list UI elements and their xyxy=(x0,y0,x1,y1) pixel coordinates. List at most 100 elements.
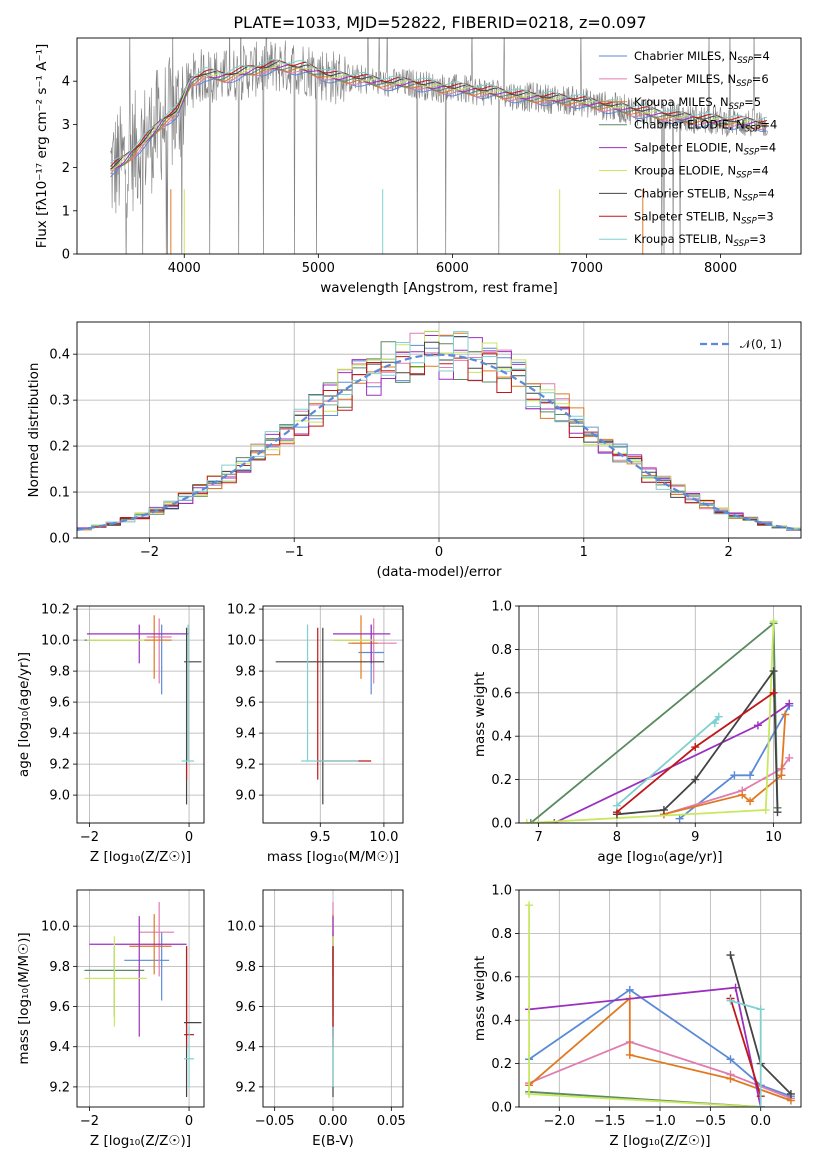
weight-line-kroupa-stelib xyxy=(730,999,762,1107)
weight-marker xyxy=(769,688,778,697)
weight-marker xyxy=(710,719,719,728)
y-tick-label: 0 xyxy=(62,248,70,263)
y-tick-label: 9.6 xyxy=(49,1000,70,1015)
x-tick-label: 7000 xyxy=(570,261,603,276)
mass-weight-vs-age-xlabel: age [log₁₀(age/yr)] xyxy=(597,849,722,865)
age-vs-mass-axes: 9.5 10.0 9.0 9.2 9.4 9.6 9.8 10.0 10.2 mass [log₁… xyxy=(227,603,404,865)
mass-weight-vs-Z-ylabel: mass weight xyxy=(472,956,488,1041)
y-tick-label: 10.2 xyxy=(41,603,70,618)
weight-marker xyxy=(753,721,762,730)
weight-line-chabrier-elodie xyxy=(530,621,779,823)
mass-weight-vs-Z-plot-area xyxy=(525,901,795,1107)
x-tick-label: 0.00 xyxy=(319,1114,348,1129)
weight-marker xyxy=(756,1005,765,1014)
x-tick-label: 0 xyxy=(185,1114,193,1129)
mass-weight-vs-age-plot-area xyxy=(522,617,794,823)
x-tick-label: 0.0 xyxy=(750,1114,771,1129)
x-tick-label: −0.05 xyxy=(255,1114,295,1129)
y-tick-label: 10.2 xyxy=(227,603,256,618)
x-tick-label: 10 xyxy=(765,830,782,845)
y-tick-label: 0.2 xyxy=(491,1057,512,1072)
weight-marker xyxy=(777,771,786,780)
mass-weight-vs-age-axes: 7 8 9 10 0.0 0.2 0.4 0.6 0.8 1.0 age [log₁₀(age/yr… xyxy=(472,600,802,865)
residuals-xlabel: (data-model)/error xyxy=(376,564,502,580)
weight-marker xyxy=(691,743,700,752)
weight-marker xyxy=(659,805,668,814)
mass-vs-EBV-frame xyxy=(262,889,404,1108)
weight-marker xyxy=(785,699,794,708)
weight-marker xyxy=(691,775,700,784)
spectrum-xlabel: wavelength [Angstrom, rest frame] xyxy=(320,280,558,296)
x-tick-label: 0.05 xyxy=(377,1114,406,1129)
weight-marker xyxy=(550,819,559,823)
weight-marker xyxy=(785,753,794,762)
y-tick-label: 9.8 xyxy=(235,960,256,975)
y-tick-label: 0.8 xyxy=(491,927,512,942)
y-tick-label: 0.4 xyxy=(491,1014,512,1029)
weight-line-salpeter-elodie xyxy=(553,702,790,823)
spectrum-plot-area xyxy=(110,38,768,254)
weight-marker xyxy=(525,901,534,910)
x-tick-label: 6000 xyxy=(436,261,469,276)
model-line-salpeter-elodie xyxy=(110,64,768,170)
model-line-kroupa-miles xyxy=(110,67,767,171)
mass-vs-Z-ylabel: mass [log₁₀(M/M☉)] xyxy=(16,932,32,1064)
mass-vs-EBV-xlabel: E(B-V) xyxy=(312,1133,354,1149)
x-tick-label: 0 xyxy=(435,545,443,560)
weight-marker xyxy=(612,801,621,810)
age-vs-Z-plot-area xyxy=(84,615,202,805)
x-tick-label: −1.0 xyxy=(644,1114,676,1129)
y-tick-label: 10.0 xyxy=(227,920,256,935)
y-tick-label: 0.8 xyxy=(491,643,512,658)
y-tick-label: 10.0 xyxy=(41,920,70,935)
y-tick-label: 9.2 xyxy=(49,758,70,773)
x-tick-label: 10.0 xyxy=(369,830,398,845)
x-tick-label: 8 xyxy=(613,830,621,845)
age-vs-mass-frame xyxy=(262,605,404,824)
weight-marker xyxy=(773,808,782,817)
legend-label: Kroupa STELIB, NSSP=3 xyxy=(634,232,766,249)
x-tick-label: 7 xyxy=(534,830,542,845)
weight-marker xyxy=(738,790,747,799)
weight-line-salpeter-stelib xyxy=(729,998,762,1097)
x-tick-label: −2 xyxy=(80,1114,99,1129)
y-tick-label: 10.0 xyxy=(227,634,256,649)
x-tick-label: −1.5 xyxy=(594,1114,626,1129)
weight-marker xyxy=(675,814,684,823)
weight-line-kroupa-stelib xyxy=(616,716,720,807)
weight-marker xyxy=(769,667,778,676)
residuals-axes: −2 −1 0 1 2 0.0 0.1 0.2 0.3 0.4 (data-model)/error… xyxy=(26,321,802,580)
mass-vs-EBV-axes: −0.05 0.00 0.05 9.2 9.4 9.6 9.8 10.0 E(B-V) xyxy=(227,889,406,1149)
weight-marker xyxy=(726,1074,735,1083)
x-tick-label: 4000 xyxy=(168,261,201,276)
y-tick-label: 9.6 xyxy=(235,1000,256,1015)
mass-weight-vs-Z-axes: −2.0 −1.5 −1.0 −0.5 0.0 0.0 0.2 0.4 0.6 0.8 1.0 Z [… xyxy=(472,884,802,1149)
weight-marker xyxy=(730,771,739,780)
weight-marker xyxy=(756,1103,765,1107)
age-vs-Z-xlabel: Z [log₁₀(Z/Z☉)] xyxy=(90,849,191,865)
age-vs-Z-frame xyxy=(76,605,205,824)
y-tick-label: 0.0 xyxy=(491,817,512,832)
y-tick-label: 9.2 xyxy=(49,1080,70,1095)
y-tick-label: 0.4 xyxy=(491,730,512,745)
mass-vs-Z-xlabel: Z [log₁₀(Z/Z☉)] xyxy=(90,1133,191,1149)
x-tick-label: 9 xyxy=(691,830,699,845)
weight-marker xyxy=(726,1055,735,1064)
y-tick-label: 0.4 xyxy=(49,348,70,363)
figure-title: PLATE=1033, MJD=52822, FIBERID=0218, z=0… xyxy=(233,13,646,32)
mass-weight-vs-age-ylabel: mass weight xyxy=(472,672,488,757)
y-tick-label: 9.8 xyxy=(49,960,70,975)
weight-marker xyxy=(726,951,735,960)
weight-marker xyxy=(769,617,778,626)
legend-label: Chabrier MILES, NSSP=4 xyxy=(634,49,770,66)
weight-marker xyxy=(726,996,735,1005)
normal-curve xyxy=(77,353,801,531)
weight-marker xyxy=(746,797,755,806)
y-tick-label: 0.3 xyxy=(49,394,70,409)
y-tick-label: 1.0 xyxy=(491,884,512,899)
weight-line-chabrier-miles xyxy=(679,705,791,820)
spectrum-frame xyxy=(76,37,802,255)
observed-spectrum-line xyxy=(110,38,768,254)
weight-marker xyxy=(625,1050,634,1059)
